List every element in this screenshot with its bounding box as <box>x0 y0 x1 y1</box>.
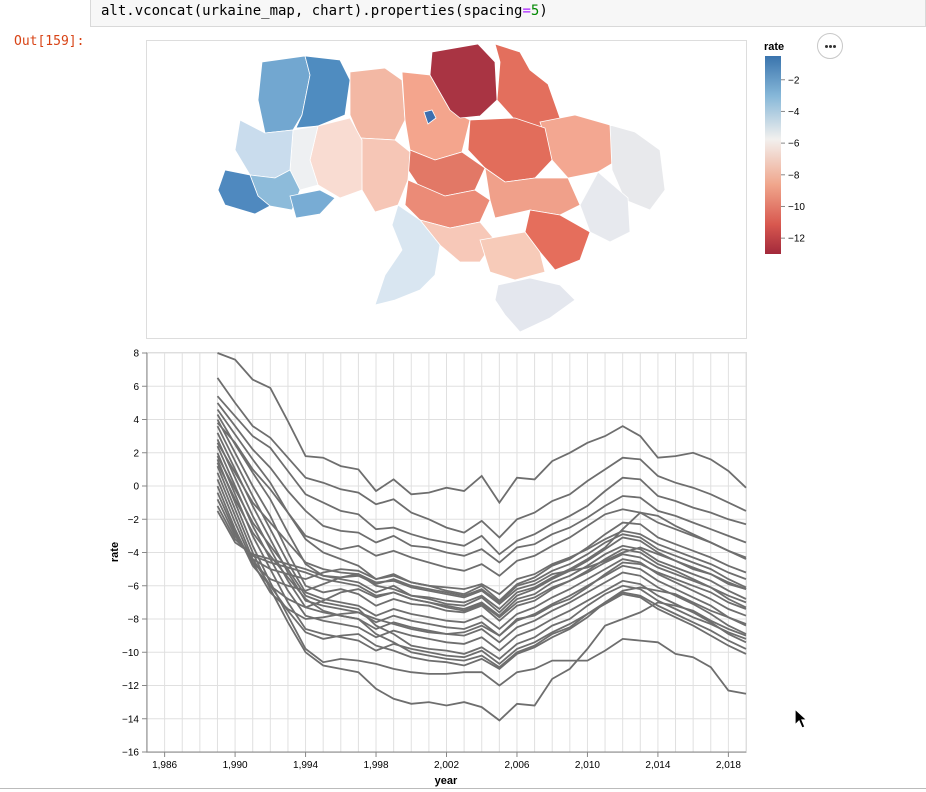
region-zhytomyr[interactable] <box>349 67 406 141</box>
series-line-3[interactable] <box>216 395 747 556</box>
legend-ticks: −2 −4 −6 −8 −10 −12 <box>781 75 805 245</box>
series-line-16[interactable] <box>216 479 747 637</box>
legend-tick-label: −8 <box>788 170 800 181</box>
series-line-4[interactable] <box>216 402 747 564</box>
x-tick-label: 1,994 <box>293 760 318 771</box>
series-line-13[interactable] <box>216 459 747 695</box>
y-tick-label: −8 <box>128 615 140 626</box>
legend-gradient <box>765 56 781 254</box>
x-tick-label: 1,986 <box>152 760 177 771</box>
series-line-19[interactable] <box>216 498 747 596</box>
legend-title: rate <box>764 41 784 53</box>
region-kyiv-city[interactable] <box>423 109 437 125</box>
y-tick-label: −4 <box>128 548 140 559</box>
region-dnipropetrovsk[interactable] <box>484 167 581 219</box>
series-line-9[interactable] <box>216 432 747 637</box>
series-line-18[interactable] <box>216 492 747 604</box>
series-line-23[interactable] <box>216 442 747 611</box>
y-tick-label: −6 <box>128 581 140 592</box>
x-tick-label: 2,014 <box>645 760 670 771</box>
y-tick-label: −14 <box>122 714 139 725</box>
code-cell[interactable]: alt.vconcat(urkaine_map, chart).properti… <box>90 0 926 27</box>
series-line-6[interactable] <box>216 414 747 614</box>
color-legend: rate −2 −4 −6 −8 −10 −12 <box>764 41 805 254</box>
series-line-7[interactable] <box>216 419 747 622</box>
ellipsis-icon-dot <box>833 45 836 48</box>
series-lines <box>216 352 747 722</box>
series-line-17[interactable] <box>216 485 747 617</box>
y-axis-title: rate <box>109 542 121 562</box>
ellipsis-icon <box>825 45 828 48</box>
series-line-2[interactable] <box>216 377 747 539</box>
legend-tick-label: −10 <box>788 202 805 213</box>
region-chernivtsi[interactable] <box>289 189 336 219</box>
series-line-14[interactable] <box>216 465 747 722</box>
output-prompt: Out[159]: <box>14 34 85 49</box>
series-line-15[interactable] <box>216 472 747 670</box>
x-tick-label: 1,998 <box>364 760 389 771</box>
region-zakarpattia[interactable] <box>217 169 271 215</box>
mouse-cursor-icon <box>794 708 808 729</box>
series-line-24[interactable] <box>216 462 747 669</box>
legend-tick-label: −4 <box>788 107 800 118</box>
line-chart-panel: 1,986 1,990 1,994 1,998 2,002 2,006 2,010 2,014… <box>109 349 747 787</box>
y-tick-label: 2 <box>133 448 139 459</box>
series-line-5[interactable] <box>216 408 747 602</box>
y-tick-label: −16 <box>122 748 139 759</box>
chart-actions-button[interactable] <box>817 33 843 59</box>
legend-tick-label: −2 <box>788 75 800 86</box>
region-crimea[interactable] <box>494 277 576 333</box>
legend-tick-label: −12 <box>788 234 805 245</box>
region-kharkiv[interactable] <box>539 114 619 179</box>
y-tick-label: 8 <box>133 349 139 360</box>
series-line-25[interactable] <box>216 422 747 577</box>
x-tick-label: 1,990 <box>223 760 248 771</box>
y-tick-label: 0 <box>133 482 139 493</box>
series-line-11[interactable] <box>216 445 747 652</box>
map-regions <box>217 43 666 333</box>
y-tick-label: 4 <box>133 415 139 426</box>
y-tick-label: −2 <box>128 515 140 526</box>
series-line-21[interactable] <box>216 510 747 606</box>
region-kherson[interactable] <box>479 231 546 281</box>
region-chernihiv[interactable] <box>429 43 498 119</box>
x-tick-label: 2,006 <box>504 760 529 771</box>
series-line-12[interactable] <box>216 452 747 666</box>
region-odesa[interactable] <box>374 204 441 306</box>
region-luhansk[interactable] <box>609 124 666 211</box>
x-tick-label: 2,018 <box>716 760 741 771</box>
legend-tick-label: −6 <box>788 139 800 150</box>
region-vinnytsia[interactable] <box>359 137 411 213</box>
cell-bottom-border <box>0 788 926 789</box>
y-tick-label: 6 <box>133 382 139 393</box>
x-axis-title: year <box>435 775 458 787</box>
code-line: alt.vconcat(urkaine_map, chart).properti… <box>101 3 548 19</box>
series-line-20[interactable] <box>216 505 747 619</box>
series-line-8[interactable] <box>216 425 747 631</box>
ellipsis-icon-dot <box>829 45 832 48</box>
x-tick-label: 2,010 <box>575 760 600 771</box>
y-tick-label: −10 <box>122 648 139 659</box>
ukraine-map-panel <box>146 40 747 339</box>
y-tick-label: −12 <box>122 681 139 692</box>
axes: 1,986 1,990 1,994 1,998 2,002 2,006 2,010 2,014… <box>122 349 746 771</box>
x-tick-label: 2,002 <box>434 760 459 771</box>
series-line-1[interactable] <box>217 352 747 505</box>
series-line-22[interactable] <box>216 455 747 661</box>
